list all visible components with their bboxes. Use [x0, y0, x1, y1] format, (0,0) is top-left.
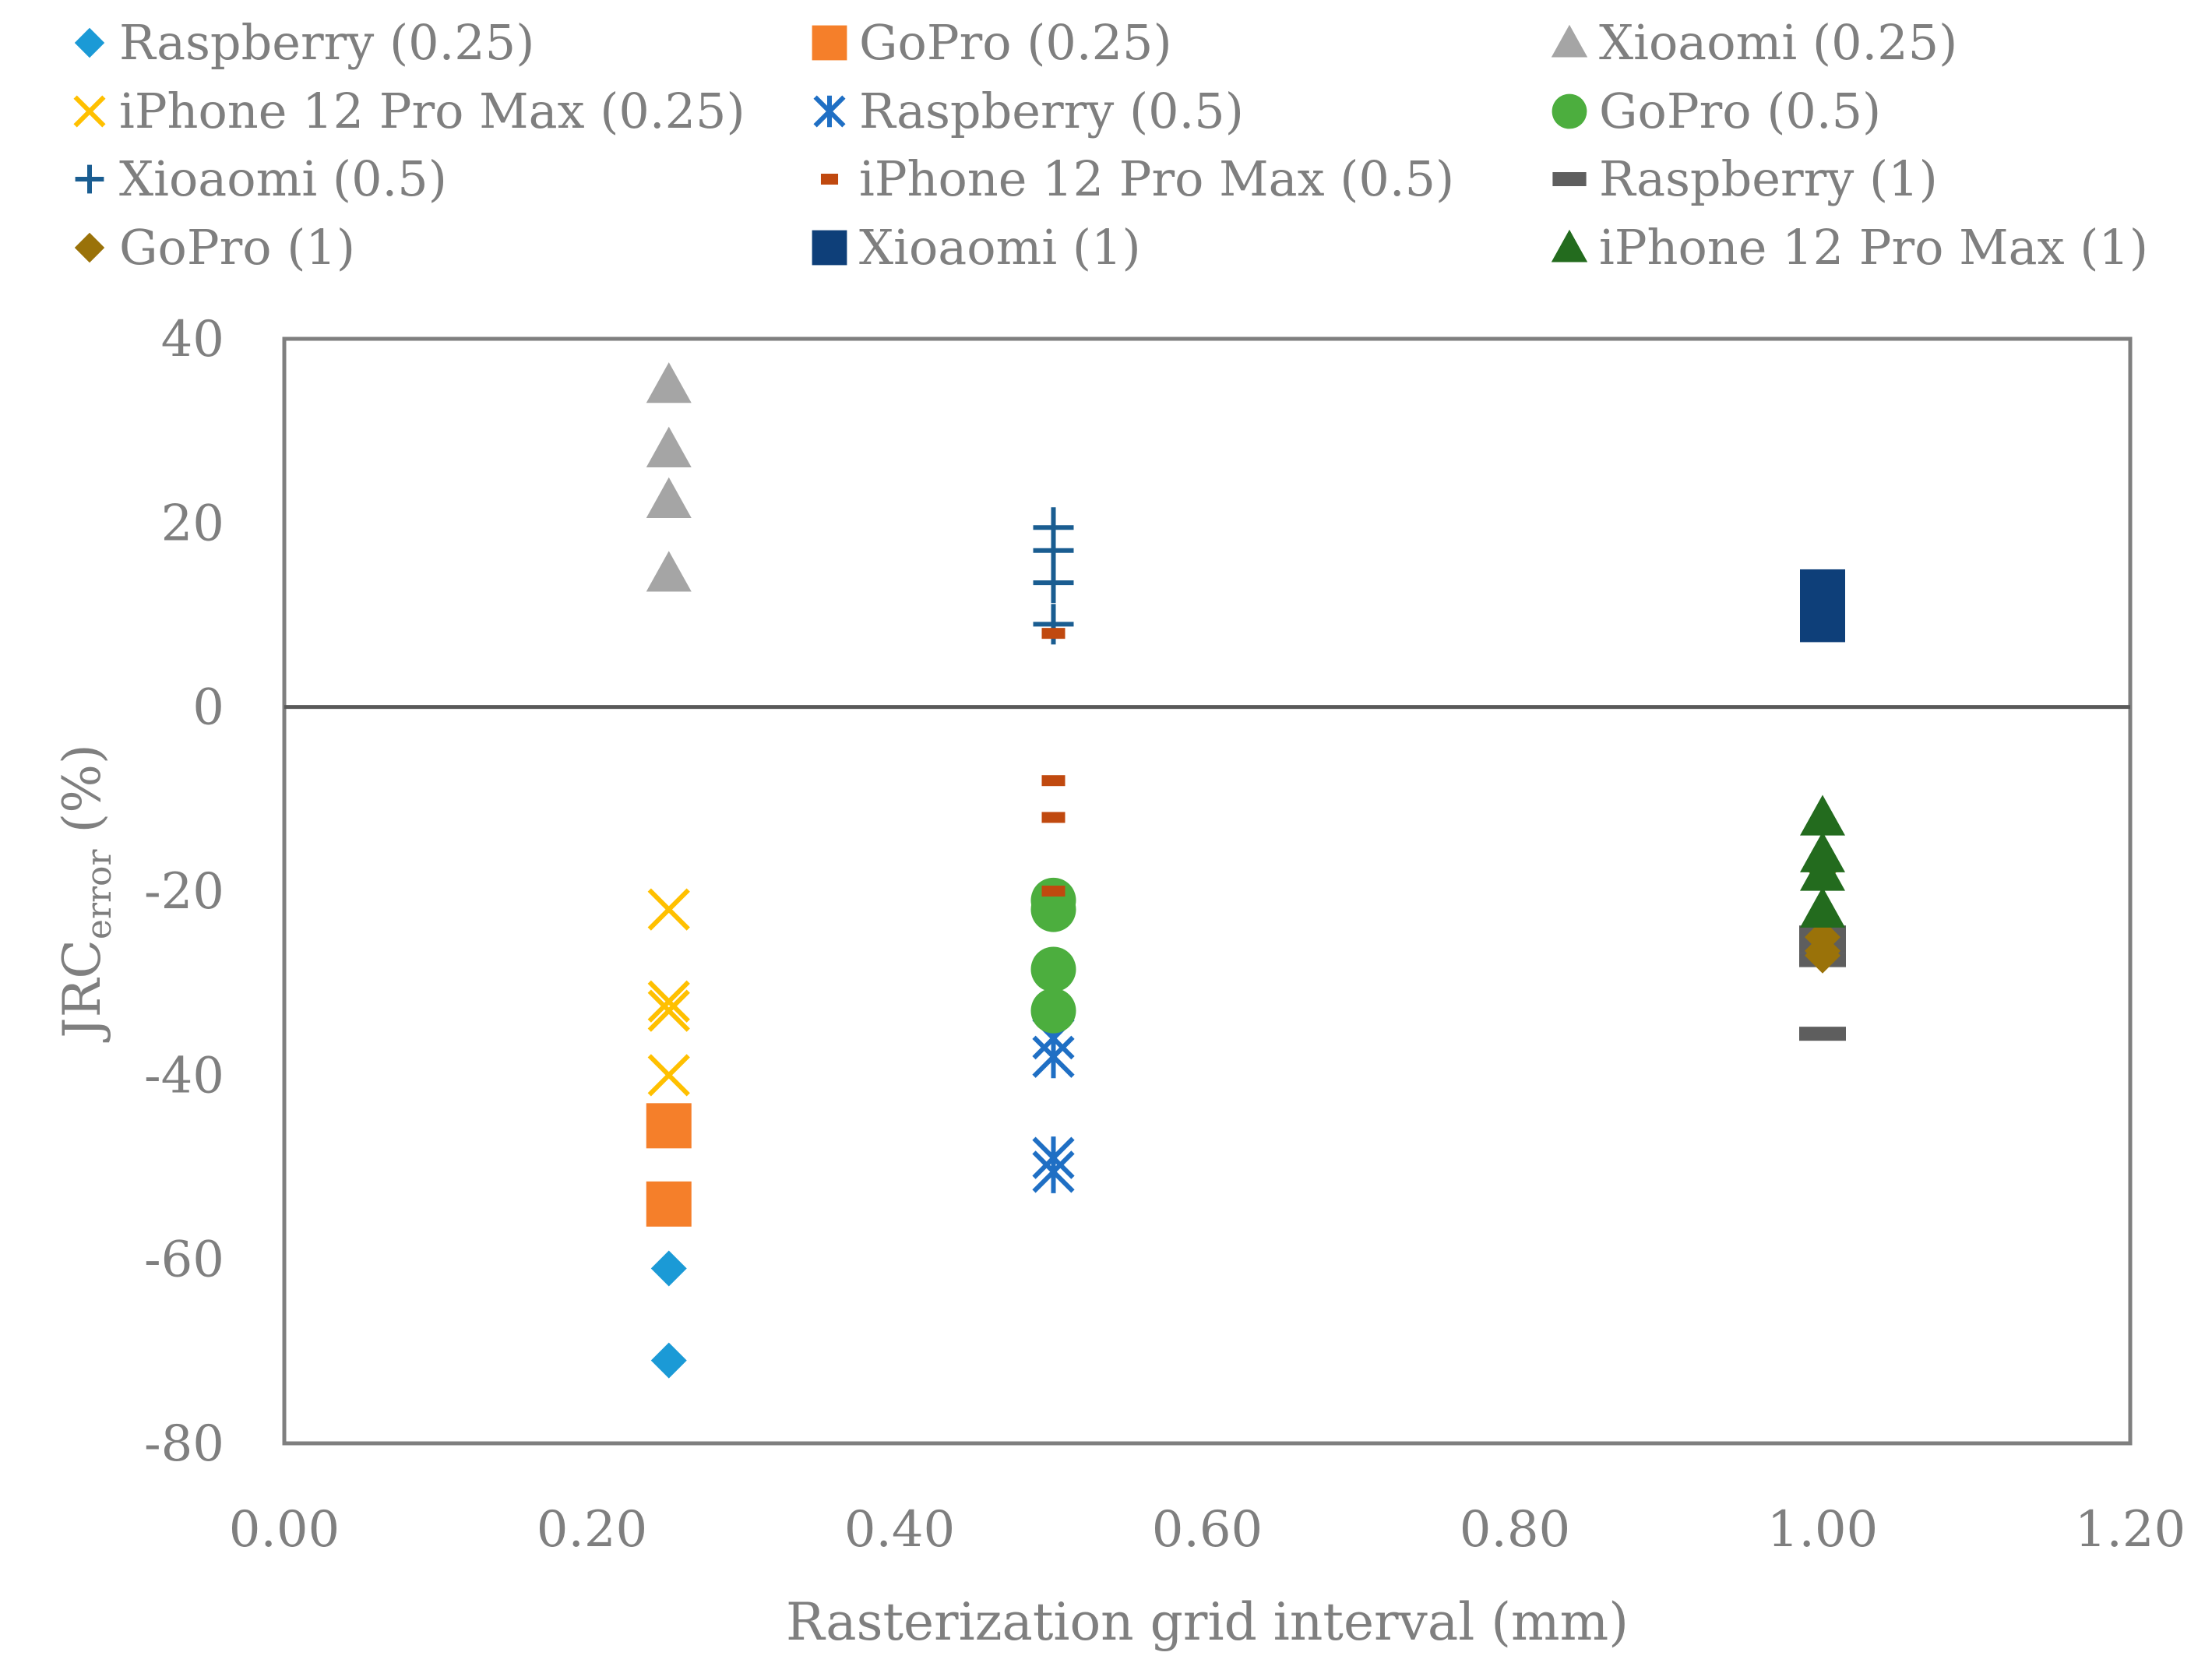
data-point: [1030, 886, 1076, 932]
legend-marker: [1551, 24, 1588, 58]
series-7: [1041, 628, 1065, 897]
data-point: [646, 1181, 692, 1227]
legend-item: Raspberry (0.5): [813, 83, 1244, 139]
series-5: [1030, 877, 1076, 1034]
data-point: [1800, 794, 1845, 836]
data-point: [1030, 946, 1076, 992]
legend-marker: [73, 95, 106, 128]
data-point: [1041, 812, 1065, 823]
series-1: [646, 1103, 692, 1227]
legend-label: Raspberry (1): [1599, 150, 1938, 207]
legend-label: GoPro (1): [119, 219, 355, 276]
y-axis-title-suffix: (%): [52, 744, 112, 849]
data-point: [1799, 1027, 1846, 1041]
x-axis-title: Rasterization grid interval (mm): [786, 1592, 1629, 1652]
series-4: [1032, 1016, 1075, 1193]
x-tick-label: 0.00: [229, 1501, 340, 1559]
legend-item: Xioaomi (1): [812, 219, 1141, 276]
legend-label: GoPro (0.25): [859, 14, 1172, 71]
data-points: [646, 362, 1846, 1379]
series-3: [647, 888, 690, 1097]
data-point: [646, 477, 692, 518]
data-point: [1032, 1035, 1075, 1079]
legend-item: Raspberry (0.25): [74, 14, 534, 71]
legend-item: iPhone 12 Pro Max (1): [1551, 219, 2148, 276]
data-point: [1032, 1150, 1075, 1193]
x-tick-label: 0.20: [537, 1501, 648, 1559]
y-axis-title-subscript: error: [79, 848, 119, 939]
data-point: [1800, 886, 1845, 928]
data-point: [1805, 937, 1840, 974]
data-point: [1800, 850, 1845, 891]
y-axis-tick-labels: 40 20 0 -20 -40 -60 -80: [144, 311, 224, 1473]
legend-item: Raspberry (1): [1552, 150, 1938, 207]
legend-marker: [812, 230, 847, 266]
data-point: [647, 1054, 690, 1097]
y-tick-label: 20: [161, 495, 224, 552]
legend-item: Xioaomi (0.25): [1551, 14, 1957, 71]
legend-label: Xioaomi (1): [859, 219, 1141, 276]
y-tick-label: -60: [144, 1231, 224, 1289]
legend-marker: [75, 164, 104, 194]
series-11: [1800, 794, 1845, 928]
data-point: [650, 1342, 687, 1379]
data-point: [1041, 886, 1065, 897]
legend-label: Raspberry (0.5): [859, 83, 1244, 139]
x-tick-label: 0.60: [1152, 1501, 1263, 1559]
x-axis-tick-labels: 0.00 0.20 0.40 0.60 0.80 1.00 1.20: [229, 1501, 2186, 1559]
legend-label: Raspberry (0.25): [119, 14, 534, 71]
plot-area-frame: [282, 336, 2133, 1446]
series-0: [650, 1250, 687, 1379]
legend: Raspberry (0.25) GoPro (0.25) Xioaomi (0…: [73, 14, 2148, 276]
data-point: [1033, 562, 1074, 604]
data-point: [646, 551, 692, 592]
legend-label: Xioaomi (0.5): [119, 150, 447, 207]
legend-item: GoPro (1): [74, 219, 355, 276]
series-2: [646, 362, 692, 592]
legend-label: GoPro (0.5): [1599, 83, 1881, 139]
data-point: [646, 426, 692, 467]
data-point: [647, 980, 690, 1023]
data-point: [647, 888, 690, 931]
y-tick-label: 0: [192, 679, 224, 737]
data-point: [650, 1250, 687, 1287]
series-10: [1800, 569, 1845, 643]
legend-marker: [812, 25, 847, 61]
x-tick-label: 0.40: [844, 1501, 956, 1559]
y-axis-title-main: JRC: [52, 939, 112, 1043]
data-point: [1800, 597, 1845, 643]
legend-marker: [1552, 172, 1587, 186]
data-point: [1030, 988, 1076, 1034]
y-tick-label: 40: [161, 311, 224, 368]
series-6: [1033, 507, 1074, 645]
legend-label: iPhone 12 Pro Max (0.25): [119, 83, 745, 139]
y-tick-label: -20: [144, 863, 224, 921]
legend-item: GoPro (0.25): [812, 14, 1172, 71]
legend-marker: [1552, 93, 1587, 129]
data-point: [646, 362, 692, 403]
data-point: [1041, 628, 1065, 639]
data-point: [646, 1103, 692, 1149]
data-point: [1041, 775, 1065, 787]
legend-label: Xioaomi (0.25): [1599, 14, 1957, 71]
legend-item: iPhone 12 Pro Max (0.25): [73, 83, 745, 139]
legend-item: Xioaomi (0.5): [75, 150, 447, 207]
x-tick-label: 0.80: [1460, 1501, 1571, 1559]
data-point: [647, 989, 690, 1032]
y-tick-label: -80: [144, 1415, 224, 1473]
legend-marker: [1551, 229, 1588, 262]
legend-marker: [813, 95, 846, 128]
x-tick-label: 1.20: [2075, 1501, 2186, 1559]
x-tick-label: 1.00: [1767, 1501, 1879, 1559]
y-tick-label: -40: [144, 1047, 224, 1104]
legend-item: GoPro (0.5): [1552, 83, 1881, 139]
legend-item: iPhone 12 Pro Max (0.5): [820, 150, 1454, 207]
y-axis-title: JRCerror (%): [52, 744, 119, 1043]
legend-marker: [74, 27, 105, 58]
legend-label: iPhone 12 Pro Max (1): [1599, 219, 2148, 276]
legend-marker: [74, 232, 105, 263]
legend-marker: [820, 174, 839, 185]
legend-label: iPhone 12 Pro Max (0.5): [859, 150, 1454, 207]
